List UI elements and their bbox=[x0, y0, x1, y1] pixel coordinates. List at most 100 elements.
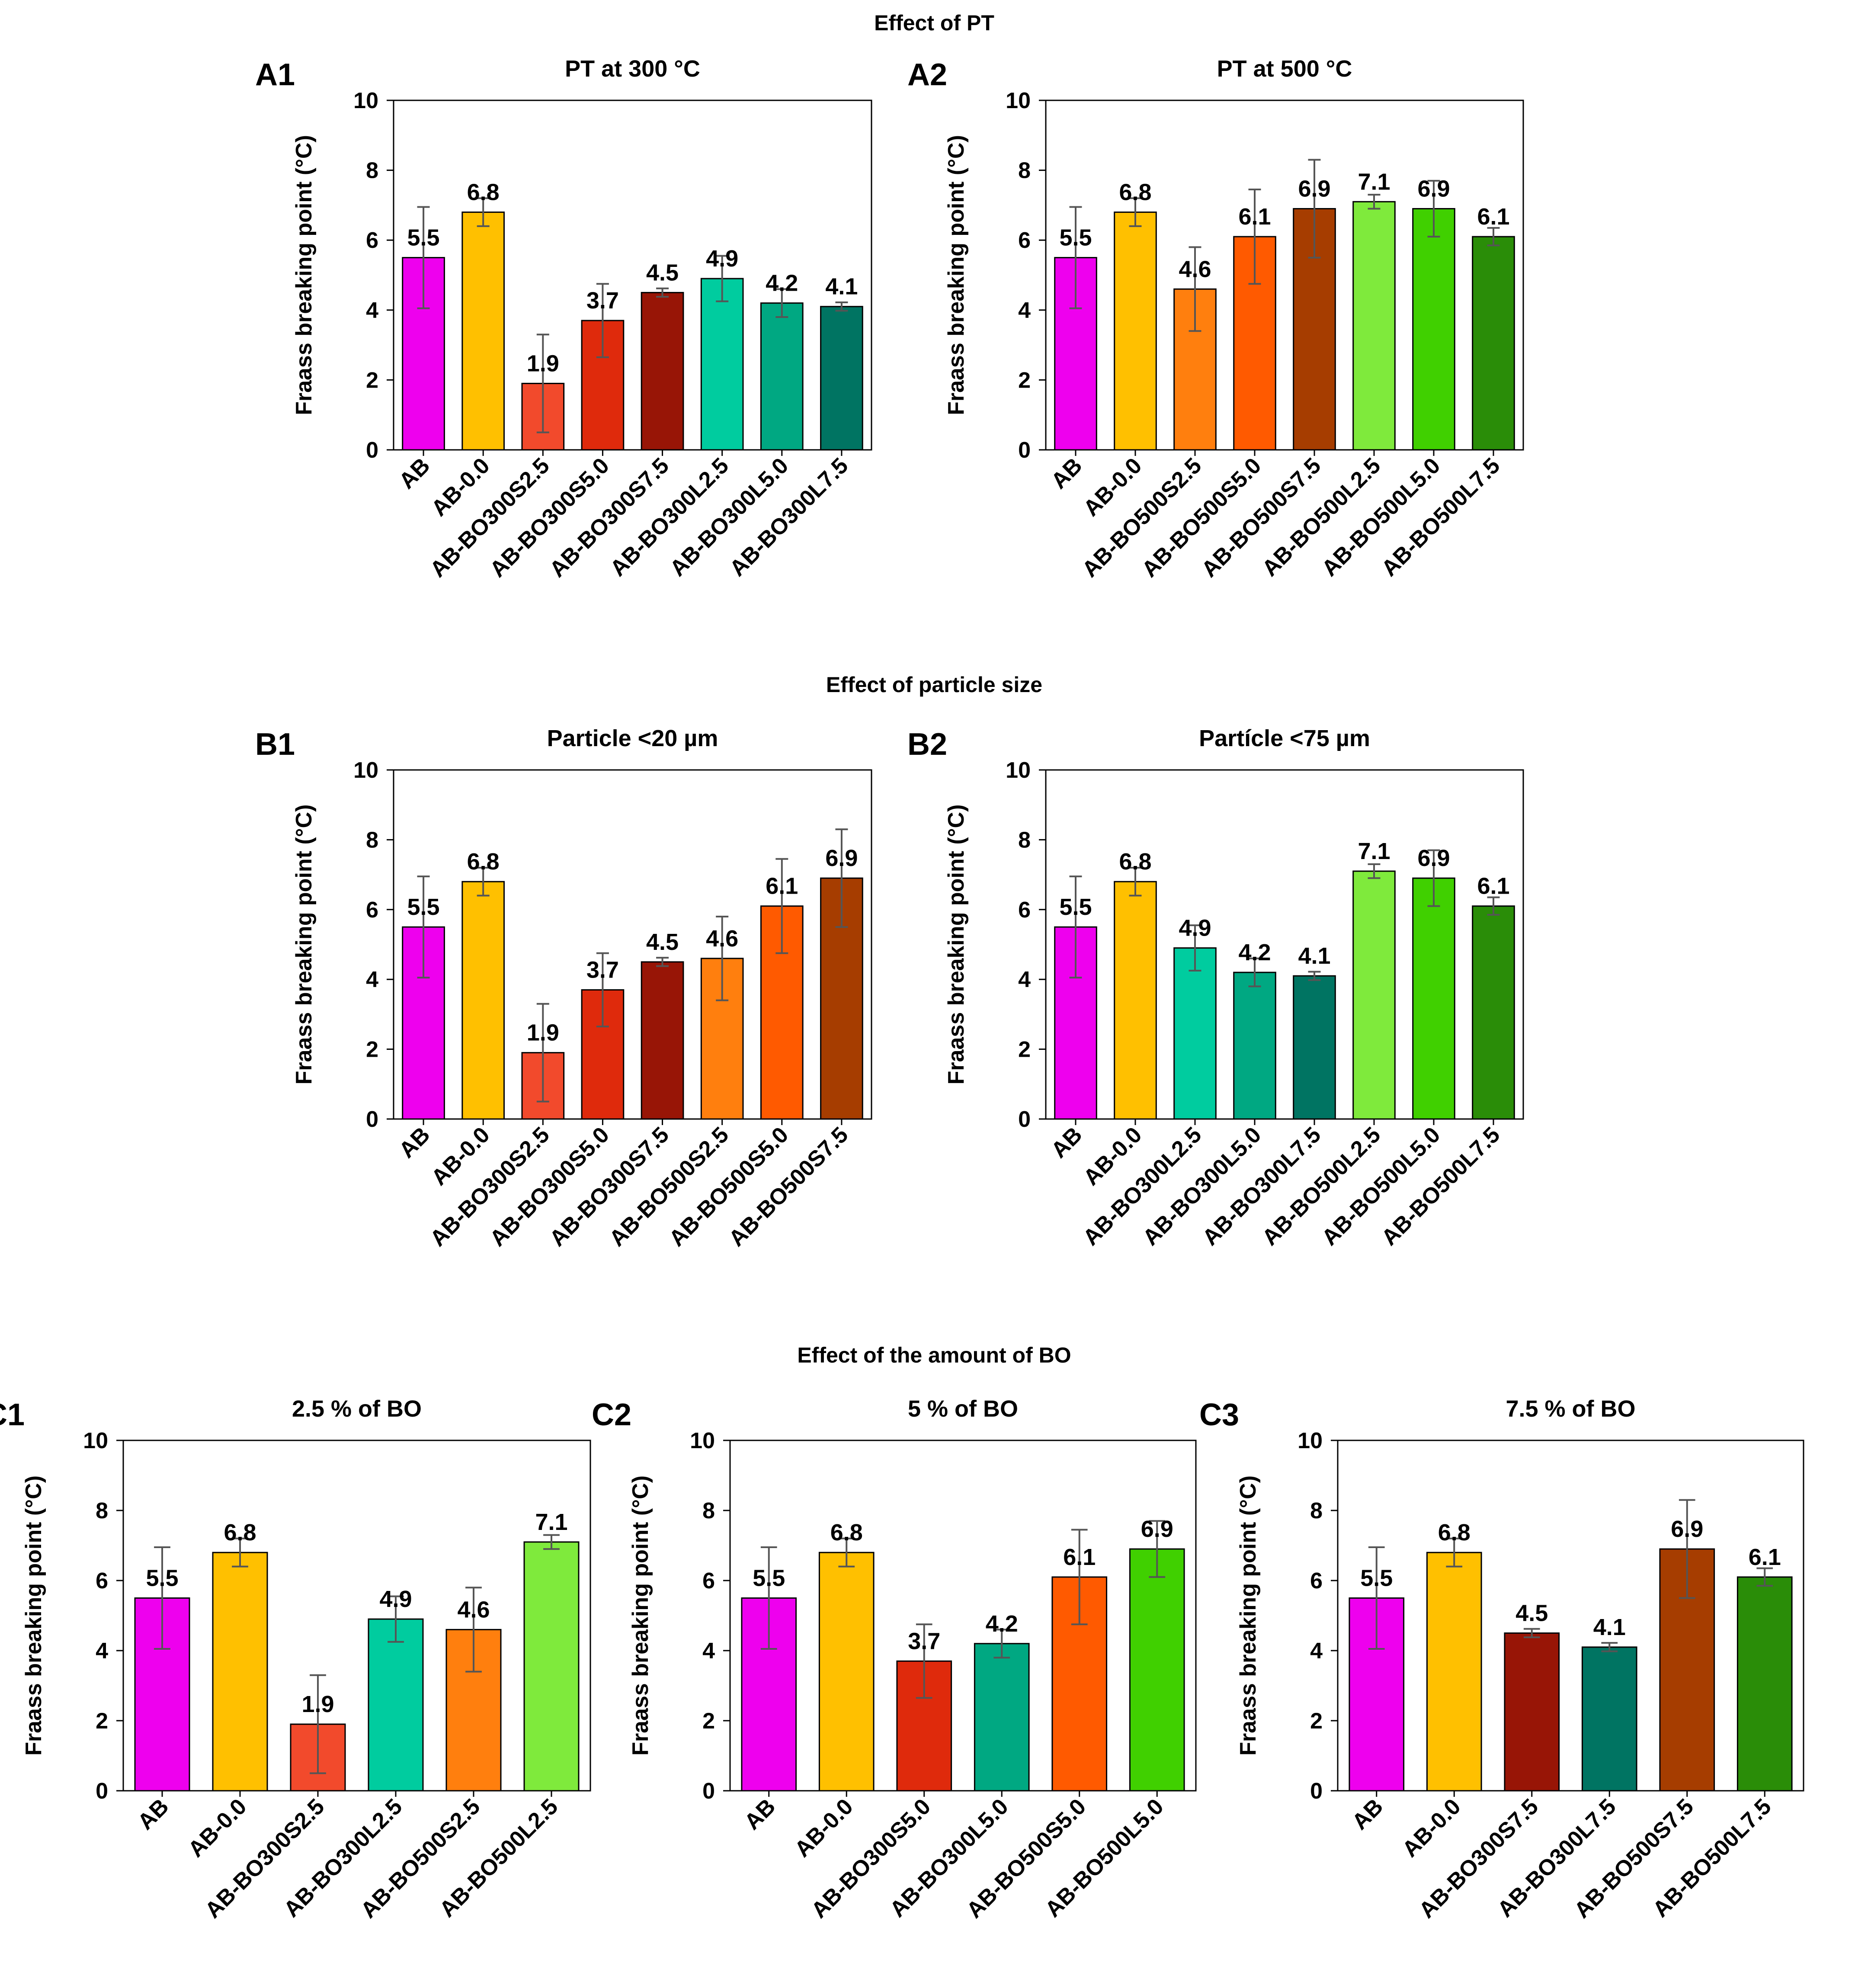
x-category-label: AB-0.0 bbox=[1397, 1794, 1465, 1862]
y-tick-label: 4 bbox=[702, 1638, 715, 1664]
chart-a2: A2 PT at 500 °C Fraass breaking point (°C)… bbox=[907, 56, 1524, 582]
bar bbox=[1293, 975, 1336, 1120]
data-label: 5.5 bbox=[407, 894, 440, 920]
bar bbox=[461, 212, 505, 451]
y-tick-label: 2 bbox=[702, 1709, 715, 1734]
bar bbox=[1352, 870, 1396, 1120]
data-label: 4.5 bbox=[646, 260, 679, 285]
y-tick-label: 0 bbox=[702, 1779, 715, 1804]
bar bbox=[368, 1618, 424, 1792]
data-label: 6.1 bbox=[1477, 204, 1509, 230]
bar bbox=[1173, 947, 1217, 1120]
y-tick-label: 0 bbox=[96, 1779, 108, 1804]
chart-c1: C1 2.5 % of BO Fraass breaking point (°C) 0… bbox=[0, 1396, 591, 1923]
bar bbox=[760, 302, 804, 451]
data-label: 4.2 bbox=[1238, 939, 1271, 965]
bar bbox=[1504, 1632, 1560, 1792]
data-label: 6.8 bbox=[1438, 1520, 1471, 1546]
data-label: 4.1 bbox=[1298, 943, 1330, 969]
bar bbox=[1352, 201, 1396, 451]
data-label: 3.7 bbox=[586, 957, 619, 983]
y-tick-label: 8 bbox=[1018, 158, 1031, 183]
y-tick-label: 6 bbox=[702, 1568, 715, 1594]
data-label: 6.9 bbox=[825, 845, 858, 871]
y-tick-label: 2 bbox=[96, 1709, 108, 1734]
y-tick-label: 2 bbox=[1310, 1709, 1323, 1734]
data-label: 4.2 bbox=[766, 270, 798, 296]
bar bbox=[820, 306, 863, 451]
data-label: 6.8 bbox=[467, 180, 500, 205]
plot-frame bbox=[393, 99, 872, 451]
y-tick-label: 0 bbox=[366, 1107, 378, 1132]
data-label: 5.5 bbox=[1360, 1565, 1393, 1591]
plot-frame bbox=[1337, 1440, 1804, 1792]
y-tick-label: 4 bbox=[366, 298, 378, 323]
data-label: 4.9 bbox=[706, 246, 738, 272]
y-tick-label: 4 bbox=[1310, 1638, 1323, 1664]
y-tick-label: 10 bbox=[1298, 1428, 1323, 1453]
x-category-label: AB bbox=[1046, 453, 1087, 494]
y-tick-label: 10 bbox=[1006, 88, 1031, 113]
data-label: 4.5 bbox=[1515, 1600, 1548, 1626]
bar bbox=[641, 961, 684, 1120]
y-tick-label: 0 bbox=[1018, 1107, 1031, 1132]
bar bbox=[1233, 972, 1276, 1120]
panel-label: B1 bbox=[255, 727, 295, 762]
bar bbox=[212, 1552, 268, 1792]
y-tick-label: 8 bbox=[1310, 1498, 1323, 1523]
y-axis-label: Fraass breaking point (°C) bbox=[292, 135, 317, 415]
chart-title: PT at 300 °C bbox=[565, 56, 700, 82]
data-label: 6.1 bbox=[1063, 1544, 1096, 1570]
section-title-amount-bo: Effect of the amount of BO bbox=[797, 1343, 1071, 1367]
y-tick-label: 4 bbox=[1018, 967, 1031, 992]
data-label: 6.1 bbox=[1477, 873, 1509, 899]
y-tick-label: 4 bbox=[96, 1638, 108, 1664]
x-category-label: AB bbox=[1347, 1794, 1388, 1834]
y-tick-label: 4 bbox=[1018, 298, 1031, 323]
data-label: 6.8 bbox=[1119, 849, 1151, 875]
y-tick-label: 2 bbox=[1018, 368, 1031, 393]
data-label: 6.9 bbox=[1298, 176, 1330, 202]
section-title-pt: Effect of PT bbox=[874, 11, 994, 35]
bar bbox=[1472, 236, 1515, 451]
data-label: 4.6 bbox=[706, 926, 738, 952]
y-tick-label: 6 bbox=[366, 228, 378, 253]
data-label: 7.1 bbox=[1358, 169, 1390, 195]
data-label: 4.2 bbox=[986, 1611, 1018, 1637]
y-tick-label: 8 bbox=[366, 158, 378, 183]
data-label: 5.5 bbox=[1059, 894, 1092, 920]
bar bbox=[1581, 1646, 1637, 1792]
data-label: 4.9 bbox=[1179, 915, 1211, 941]
data-label: 6.8 bbox=[467, 849, 500, 875]
plot-frame bbox=[393, 769, 872, 1120]
y-tick-label: 2 bbox=[366, 368, 378, 393]
chart-title: 7.5 % of BO bbox=[1506, 1396, 1635, 1422]
panel-label: A2 bbox=[907, 58, 947, 92]
data-label: 6.1 bbox=[1749, 1544, 1781, 1570]
chart-title: Particle <20 µm bbox=[547, 725, 718, 751]
panel-label: C1 bbox=[0, 1398, 25, 1432]
chart-title: 5 % of BO bbox=[908, 1396, 1018, 1422]
bar bbox=[641, 292, 684, 451]
plot-frame bbox=[1045, 769, 1524, 1120]
data-label: 6.9 bbox=[1417, 176, 1450, 202]
y-tick-label: 4 bbox=[366, 967, 378, 992]
bar bbox=[818, 1552, 875, 1792]
data-label: 4.1 bbox=[1593, 1614, 1626, 1640]
section-title-particle-size: Effect of particle size bbox=[826, 673, 1042, 697]
y-tick-label: 0 bbox=[1018, 438, 1031, 463]
chart-title: 2.5 % of BO bbox=[292, 1396, 422, 1422]
y-tick-label: 8 bbox=[1018, 827, 1031, 853]
panel-label: B2 bbox=[907, 727, 947, 762]
bar bbox=[1114, 881, 1157, 1120]
bar bbox=[1412, 877, 1455, 1120]
y-tick-label: 8 bbox=[702, 1498, 715, 1523]
y-tick-label: 8 bbox=[366, 827, 378, 853]
panel-label: C3 bbox=[1199, 1398, 1239, 1432]
y-tick-label: 10 bbox=[690, 1428, 715, 1453]
chart-a1: A1 PT at 300 °C Fraass breaking point (°C)… bbox=[255, 56, 872, 582]
data-label: 5.5 bbox=[407, 225, 440, 251]
data-label: 6.8 bbox=[830, 1520, 863, 1546]
y-tick-label: 6 bbox=[1310, 1568, 1323, 1594]
bar bbox=[1129, 1548, 1185, 1792]
